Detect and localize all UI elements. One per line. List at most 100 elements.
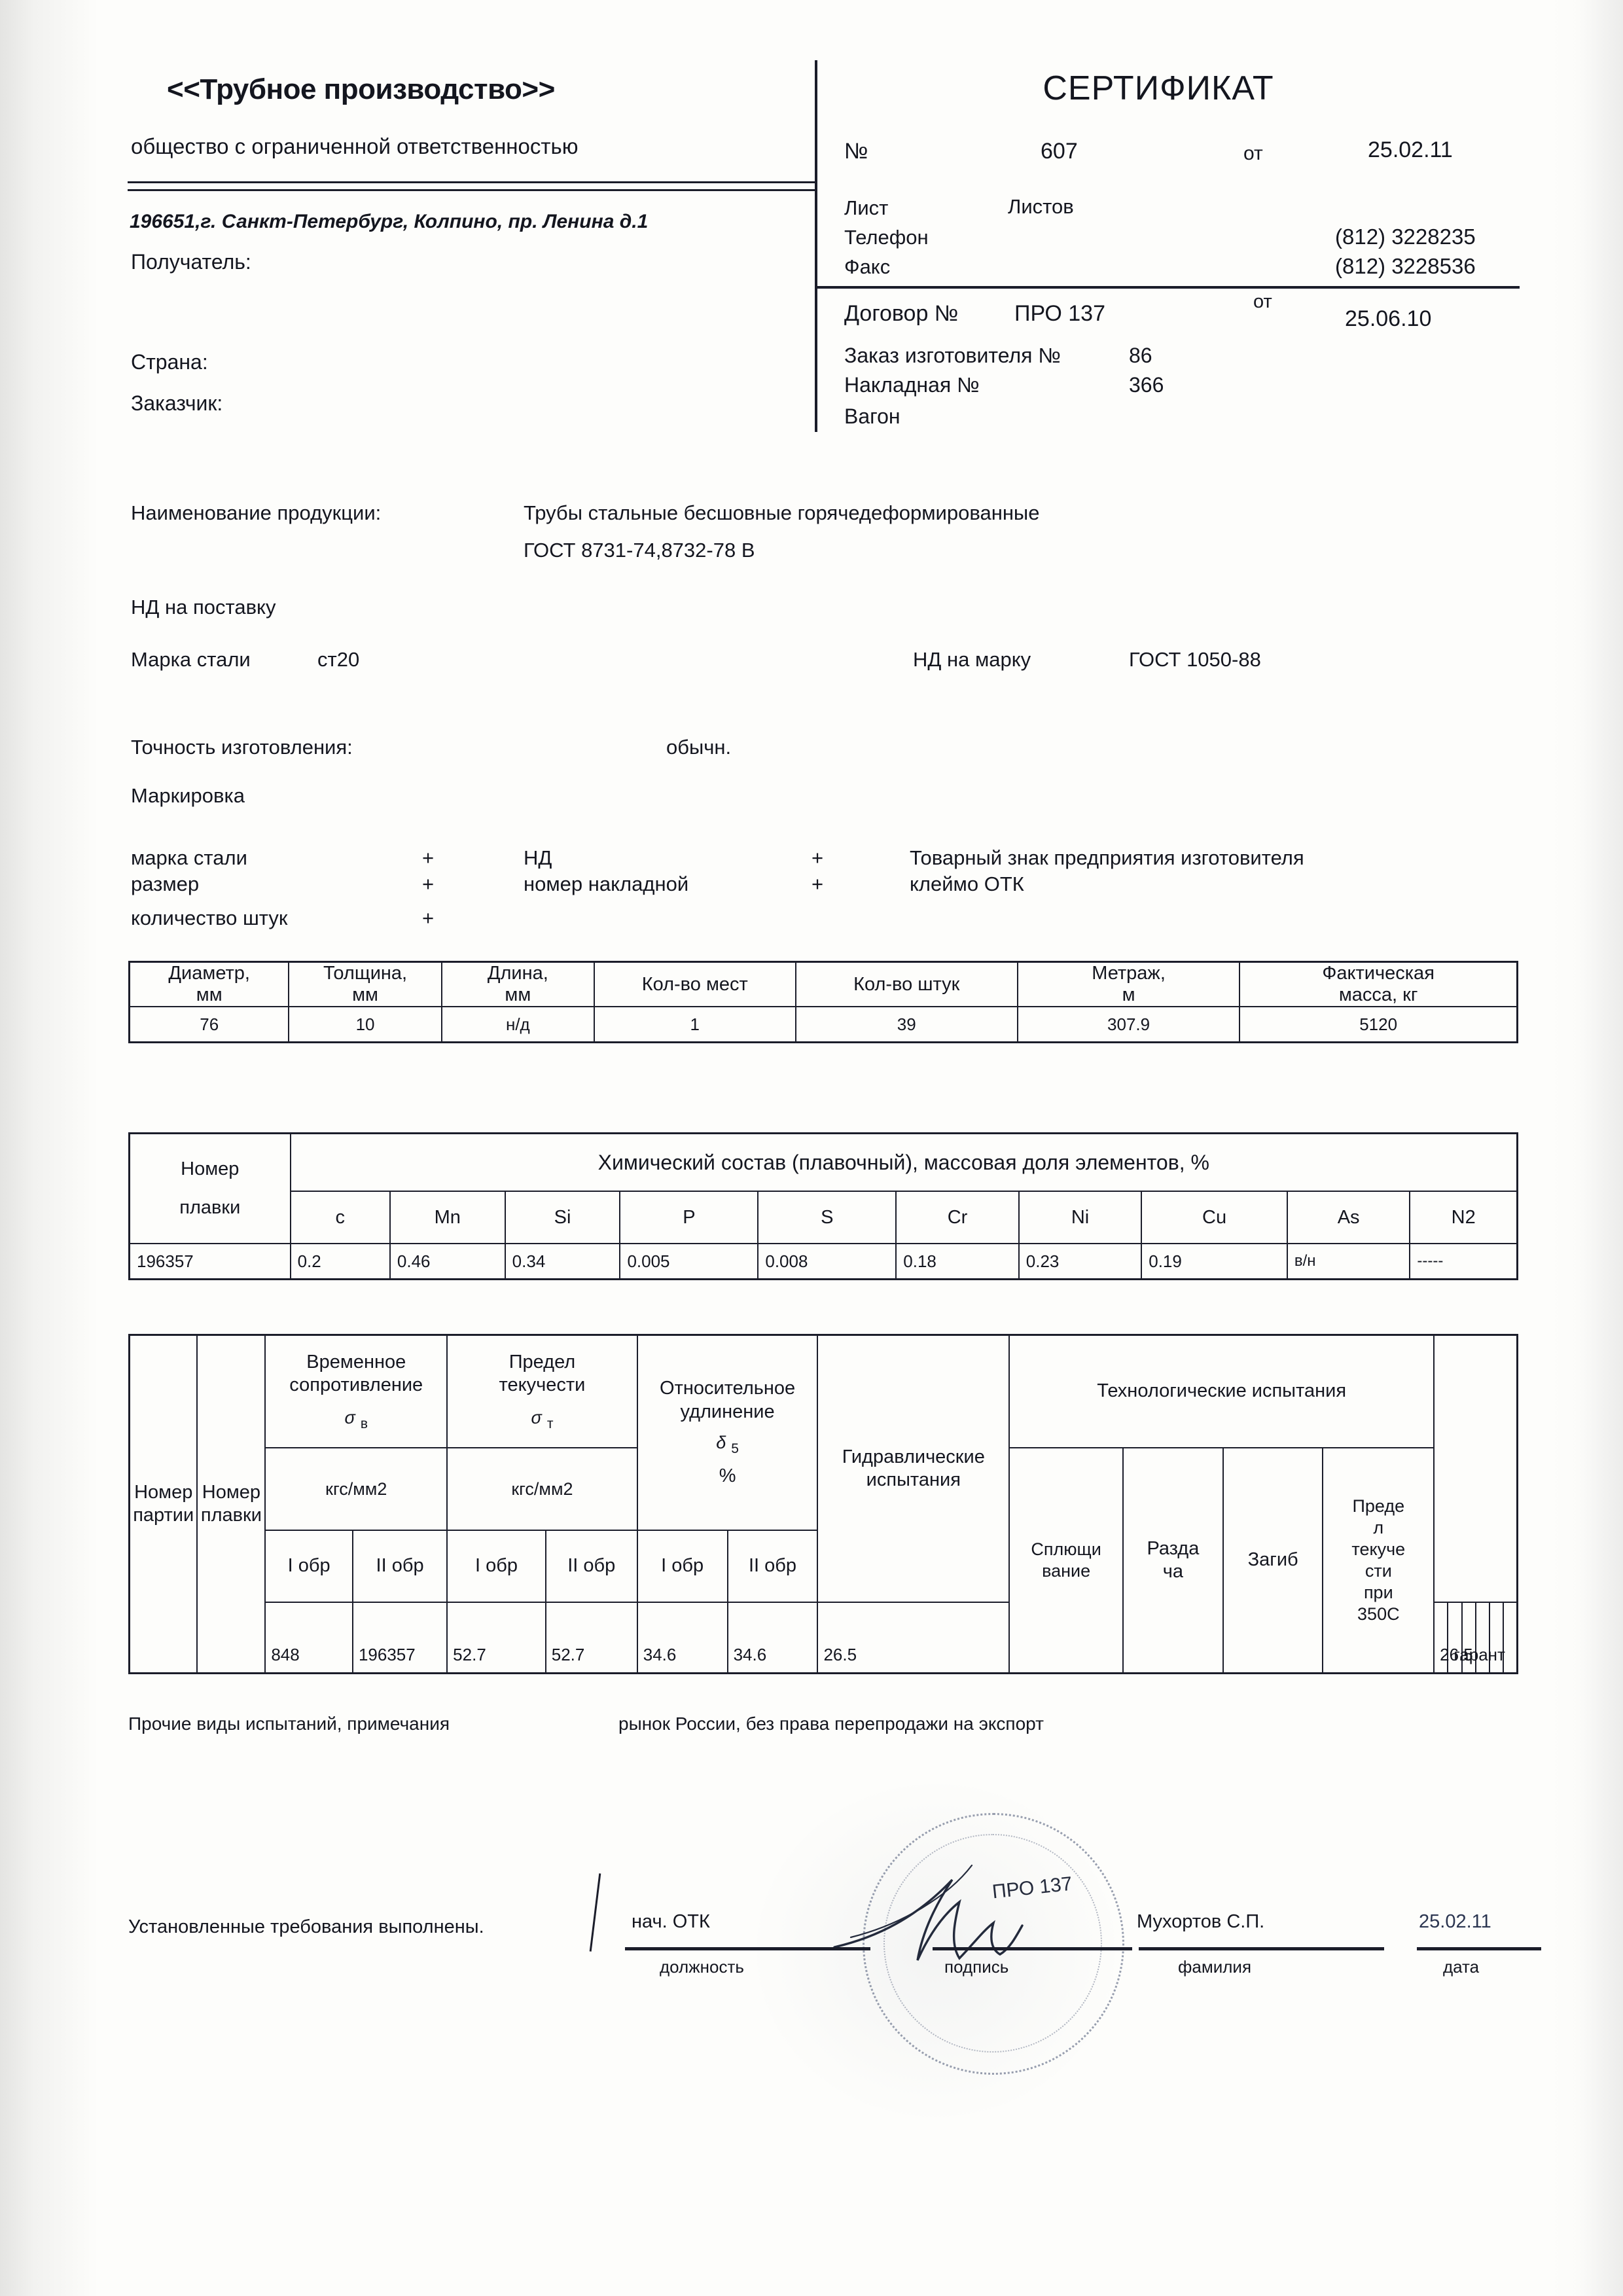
contract-label: Договор № [844, 301, 959, 326]
mech-cell-elong-1: 26.5 [817, 1602, 1010, 1674]
marking-row2-item3: клеймо ОТК [910, 872, 1024, 895]
chem-cell-mn: 0.46 [389, 1243, 506, 1280]
mech-spec-elong-2: II обр [726, 1530, 819, 1603]
chem-cell-cr: 0.18 [895, 1243, 1020, 1280]
contract-date-prefix: от [1253, 291, 1272, 312]
nd-grade-label: НД на марку [913, 648, 1031, 671]
company-name: <<Трубное производство>> [167, 73, 555, 105]
cell-length: н/д [440, 1006, 596, 1043]
mech-col-bend: Загиб [1222, 1447, 1324, 1674]
manufacturer-order-label: Заказ изготовителя № [844, 344, 1061, 367]
seal-text: ПРО 137 [991, 1873, 1073, 1903]
surname-caption: фамилия [1178, 1957, 1252, 1977]
marking-row1-item2: НД [524, 846, 552, 869]
steel-grade-value: ст20 [317, 648, 360, 671]
col-pieces: Кол-во штук [794, 961, 1018, 1007]
col-diameter: Диаметр, мм [128, 961, 290, 1007]
precision-value: обычн. [666, 736, 732, 759]
col-actual-mass-l2: масса, кг [1338, 984, 1418, 1005]
waybill-value: 366 [1129, 373, 1164, 397]
company-address: 196651,г. Санкт-Петербург, Колпино, пр. … [130, 211, 649, 232]
mech-yield350-l1: Преде [1352, 1496, 1405, 1516]
chem-cell-p: 0.005 [619, 1243, 759, 1280]
sheets-label: Листов [1008, 195, 1074, 218]
position-line [625, 1947, 870, 1950]
col-actual-mass: Фактическая масса, кг [1239, 961, 1518, 1007]
manufacturer-order-value: 86 [1129, 344, 1152, 367]
marking-row1-plus1: + [422, 846, 435, 869]
col-meterage-l2: м [1122, 984, 1135, 1005]
col-diameter-l2: мм [196, 984, 223, 1005]
chem-title-row: Номер плавки Химический состав (плавочны… [128, 1132, 1518, 1244]
chem-cell-as: в/н [1286, 1243, 1411, 1280]
cell-diameter: 76 [128, 1006, 290, 1043]
other-tests-value: рынок России, без права перепродажи на э… [618, 1713, 1044, 1734]
mech-yield350-l3: текуче [1351, 1539, 1406, 1560]
mech-spec-yield-2: II обр [544, 1530, 638, 1603]
mech-yield-l1: Предел [508, 1351, 576, 1372]
mech-tensile-l2: сопротивление [289, 1374, 423, 1396]
table-header-row: Диаметр, мм Толщина, мм Длина, мм Кол-во… [128, 961, 1518, 1007]
mech-yield350-l2: л [1373, 1518, 1384, 1538]
mech-batch-l1: Номер [134, 1481, 193, 1503]
product-name-line1: Трубы стальные бесшовные горячедеформиро… [524, 501, 1040, 524]
chem-cell-heat-no: 196357 [128, 1243, 291, 1280]
mech-spec-elong-1: I обр [636, 1530, 728, 1603]
mech-group-tensile: Временное сопротивление σ в [264, 1334, 448, 1448]
mech-yield-l2: текучести [499, 1374, 586, 1396]
mech-yield-symbol: σ т [531, 1407, 554, 1431]
mech-yield350-l6: 350С [1357, 1604, 1400, 1624]
seal-outer-ring [863, 1813, 1124, 2075]
chem-col-ni: Ni [1018, 1191, 1143, 1244]
chem-cell-c: 0.2 [289, 1243, 391, 1280]
country-label: Страна: [131, 350, 208, 374]
cell-meterage: 307.9 [1016, 1006, 1241, 1043]
mech-spec-yield-1: I обр [446, 1530, 546, 1603]
mech-header-row-2: кгс/мм2 кгс/мм2 Сплющи вание Разда ча За… [130, 1447, 1518, 1674]
marking-row1-item: марка стали [131, 846, 247, 869]
mech-expansion-l1: Разда [1147, 1537, 1200, 1559]
chem-col-as: As [1286, 1191, 1411, 1244]
marking-row2-item2: номер накладной [524, 872, 689, 895]
signature-line [933, 1947, 1132, 1950]
contract-date-value: 25.06.10 [1345, 306, 1432, 331]
mech-hydro-l1: Гидравлические [842, 1446, 985, 1467]
mech-col-hydro: Гидравлические испытания [817, 1334, 1010, 1603]
position-caption: должность [660, 1957, 744, 1977]
mech-expansion-l2: ча [1162, 1561, 1184, 1582]
contract-value: ПРО 137 [1014, 301, 1105, 326]
mech-col-batch-no: Номер партии [128, 1334, 198, 1674]
mech-elong-l2: удлинение [680, 1401, 775, 1422]
mech-cell-elong-2: 26.5 [1433, 1602, 1473, 1674]
sheet-label: Лист [844, 196, 889, 219]
mech-elong-symbol: δ 5 [716, 1432, 739, 1456]
marking-row2-plus2: + [812, 872, 824, 895]
handwritten-signature [833, 1864, 1024, 1961]
chem-cell-si: 0.34 [504, 1243, 621, 1280]
mech-flattening-l1: Сплющи [1031, 1539, 1101, 1560]
table-row: 848 196357 52.7 52.7 34.6 34.6 26.5 26.5… [130, 1602, 1518, 1674]
chem-cell-ni: 0.23 [1018, 1243, 1143, 1280]
precision-label: Точность изготовления: [131, 736, 353, 759]
nd-supply-label: НД на поставку [131, 596, 276, 619]
mech-cell-tensile-2: 52.7 [544, 1602, 638, 1674]
phone-value: (812) 3228235 [1335, 224, 1476, 249]
mech-tensile-l1: Временное [306, 1351, 406, 1372]
mech-cell-yield-2: 34.6 [726, 1602, 819, 1674]
mech-cell-flattening [1461, 1602, 1476, 1674]
col-meterage: Метраж, м [1016, 961, 1241, 1007]
table-row: 76 10 н/д 1 39 307.9 5120 [128, 1006, 1518, 1043]
waybill-label: Накладная № [844, 373, 980, 397]
other-tests-label: Прочие виды испытаний, примечания [128, 1713, 450, 1734]
seal-inner-ring [883, 1834, 1102, 2053]
surname-line [1139, 1947, 1384, 1950]
mech-flattening-l2: вание [1042, 1561, 1091, 1581]
mech-spec-tensile-2: II обр [351, 1530, 448, 1603]
mech-group-tech-tests: Технологические испытания [1008, 1334, 1435, 1448]
product-name-label: Наименование продукции: [131, 501, 382, 524]
chem-col-p: P [619, 1191, 759, 1244]
header-divider [815, 60, 817, 432]
mech-cell-hydro: гарант [1447, 1602, 1505, 1674]
col-actual-mass-l1: Фактическая [1322, 963, 1435, 984]
